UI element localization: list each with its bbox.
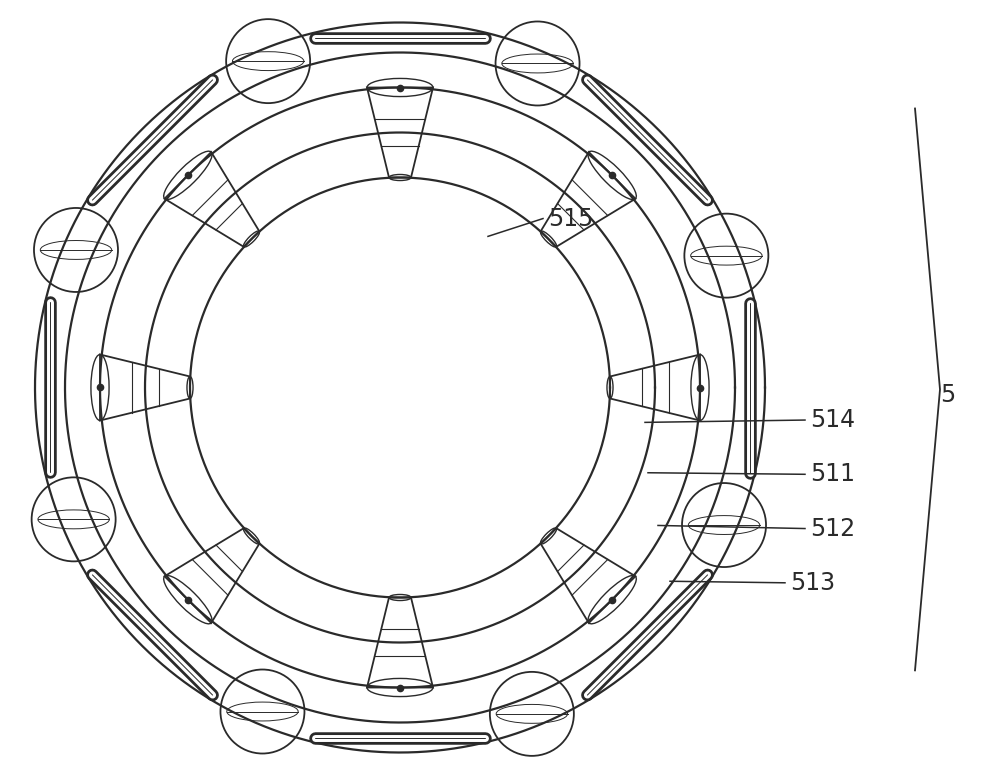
Text: 512: 512 — [810, 517, 855, 540]
Text: 514: 514 — [810, 408, 855, 432]
Text: 511: 511 — [810, 463, 855, 486]
Text: 513: 513 — [790, 571, 835, 594]
Text: 5: 5 — [940, 384, 955, 407]
Text: 515: 515 — [548, 207, 593, 230]
